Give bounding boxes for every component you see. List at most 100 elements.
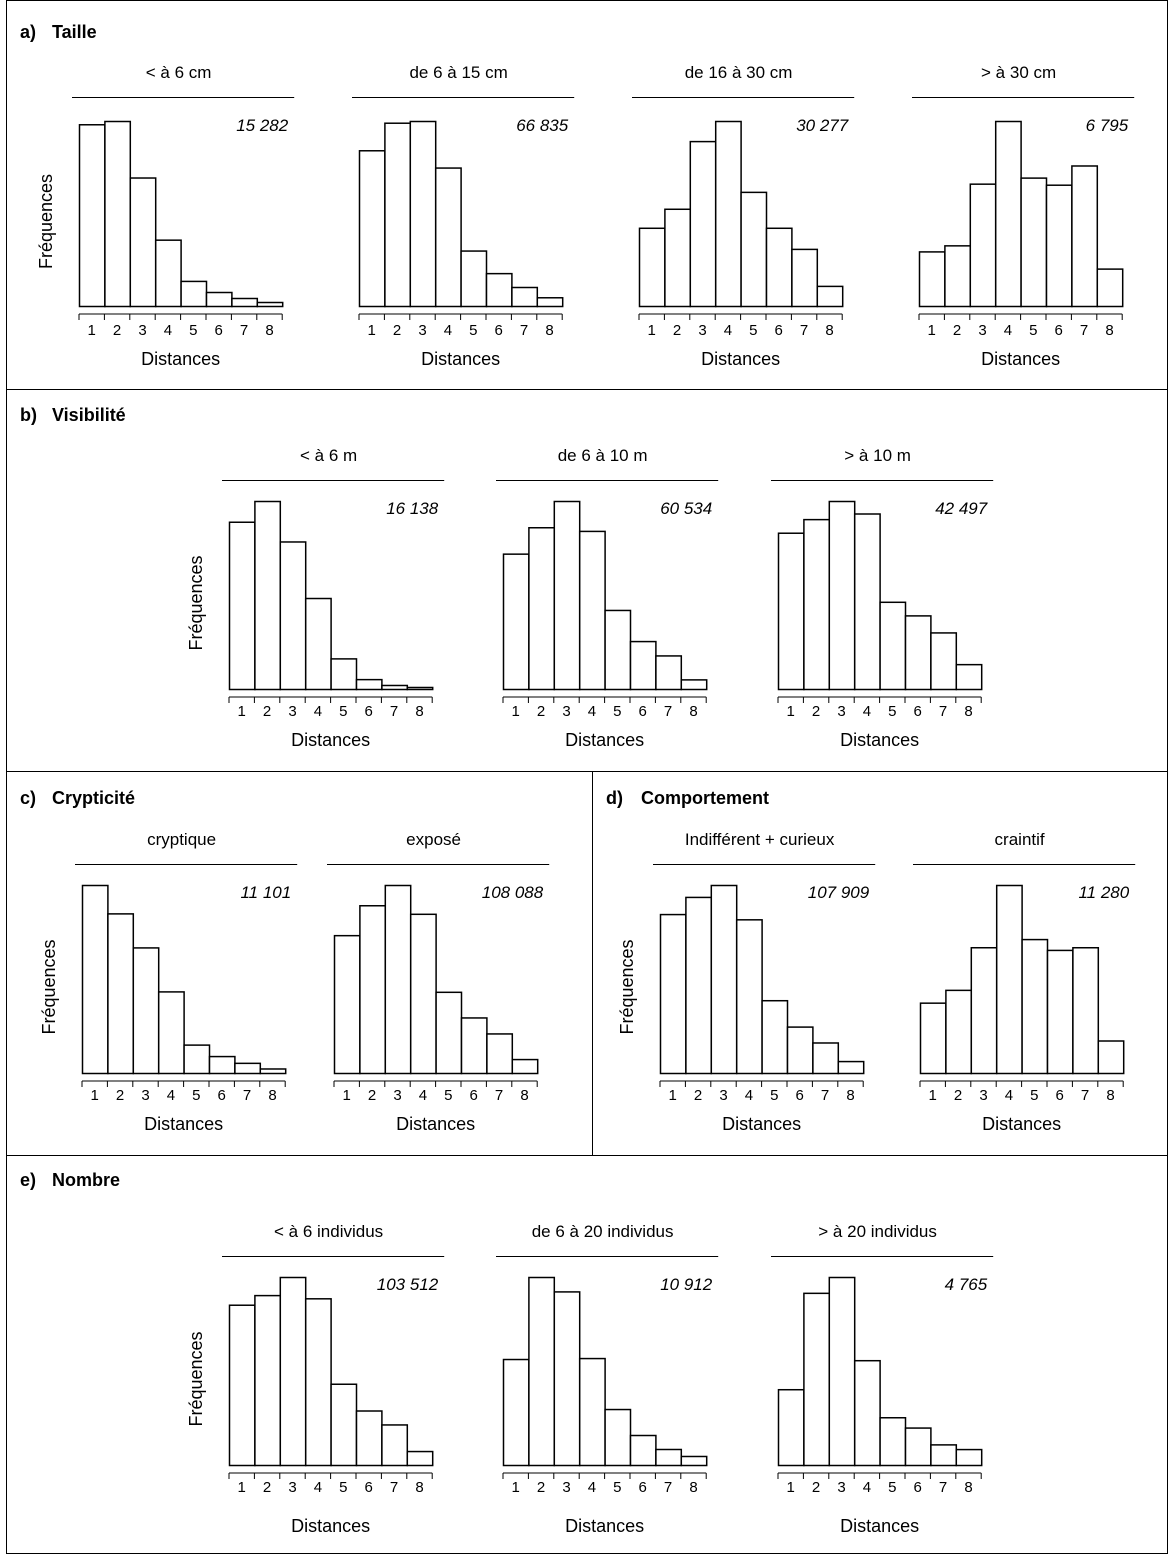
subtitle: Indifférent + curieux xyxy=(685,830,835,849)
tick-label: 5 xyxy=(770,1087,778,1104)
tick-label: 6 xyxy=(365,703,373,720)
bar xyxy=(1020,177,1048,308)
tick-label: 8 xyxy=(1105,322,1113,339)
subtitle: < à 6 m xyxy=(300,446,357,465)
tick-label: 4 xyxy=(863,1479,871,1496)
bar xyxy=(259,1068,287,1075)
bar xyxy=(1072,946,1100,1075)
x-axis-label: Distances xyxy=(840,730,919,750)
tick-label: 7 xyxy=(390,703,398,720)
bar xyxy=(107,913,135,1075)
bar xyxy=(183,1044,211,1075)
bar xyxy=(434,167,462,308)
bar xyxy=(536,297,564,308)
bar xyxy=(157,991,185,1075)
panel-e-title: Nombre xyxy=(52,1170,120,1190)
tick-label: 6 xyxy=(639,703,647,720)
tick-label: 2 xyxy=(116,1087,124,1104)
bar xyxy=(930,632,958,691)
bar xyxy=(777,1388,805,1467)
subtitle: > à 10 m xyxy=(844,446,911,465)
tick-label: 5 xyxy=(1030,1087,1038,1104)
panel-b-letter: b) xyxy=(20,405,37,425)
bar xyxy=(228,1304,256,1467)
bar xyxy=(710,884,738,1075)
tick-label: 8 xyxy=(545,322,553,339)
histogram-2: de 6 à 15 cm 66 835 1 2 3 4 5 6 7 8 Distances xyxy=(352,63,575,369)
panel-c-title: Crypticité xyxy=(52,788,135,808)
tick-label: 2 xyxy=(673,322,681,339)
tick-label: 2 xyxy=(537,1479,545,1496)
tick-label: 6 xyxy=(365,1479,373,1496)
tick-label: 5 xyxy=(444,1087,452,1104)
tick-label: 7 xyxy=(240,322,248,339)
bar xyxy=(154,239,182,308)
tick-label: 4 xyxy=(167,1087,175,1104)
tick-label: 3 xyxy=(288,1479,296,1496)
bar xyxy=(1046,949,1074,1075)
tick-label: 5 xyxy=(339,703,347,720)
subtitle: > à 30 cm xyxy=(981,63,1056,82)
bar xyxy=(689,140,717,308)
panel-a-letter: a) xyxy=(20,22,36,42)
bar xyxy=(330,658,358,691)
bar xyxy=(409,120,437,308)
subtitle: cryptique xyxy=(147,830,216,849)
x-axis-label: Distances xyxy=(722,1114,801,1134)
panel-b-heading: b) Visibilité xyxy=(20,405,126,425)
bar xyxy=(853,1359,881,1467)
subtitle: < à 6 individus xyxy=(274,1222,383,1241)
tick-label: 3 xyxy=(698,322,706,339)
bar xyxy=(629,640,657,691)
tick-label: 7 xyxy=(939,1479,947,1496)
bar xyxy=(930,1444,958,1467)
bar xyxy=(132,947,160,1075)
bar xyxy=(486,1033,514,1075)
bar xyxy=(78,124,106,308)
tick-label: 1 xyxy=(928,322,936,339)
bar xyxy=(655,655,683,691)
bar xyxy=(528,1276,556,1467)
bar xyxy=(828,1276,856,1467)
tick-label: 8 xyxy=(268,1087,276,1104)
histogram-12: < à 6 individus 103 512 1 2 3 4 5 6 7 8 Distances F… xyxy=(186,1222,445,1536)
y-axis-label: Fréquences xyxy=(39,939,59,1034)
tick-label: 7 xyxy=(243,1087,251,1104)
bar xyxy=(812,1042,840,1075)
tick-label: 3 xyxy=(719,1087,727,1104)
subtitle: de 6 à 15 cm xyxy=(409,63,507,82)
x-axis-label: Distances xyxy=(565,1516,644,1536)
bar xyxy=(129,177,157,308)
tick-label: 1 xyxy=(787,703,795,720)
bar xyxy=(208,1055,236,1075)
tick-label: 6 xyxy=(495,322,503,339)
total-count: 11 101 xyxy=(240,883,291,902)
tick-label: 6 xyxy=(914,1479,922,1496)
x-axis-label: Distances xyxy=(141,349,220,369)
tick-label: 6 xyxy=(639,1479,647,1496)
tick-label: 8 xyxy=(846,1087,854,1104)
total-count: 16 138 xyxy=(386,499,439,518)
tick-label: 2 xyxy=(368,1087,376,1104)
tick-label: 1 xyxy=(929,1087,937,1104)
bar xyxy=(502,1358,530,1467)
bar xyxy=(355,678,383,691)
tick-label: 4 xyxy=(863,703,871,720)
bar xyxy=(228,521,256,691)
bar xyxy=(765,227,793,308)
tick-label: 2 xyxy=(113,322,121,339)
bar xyxy=(359,905,387,1075)
tick-label: 4 xyxy=(444,322,452,339)
histogram-8: cryptique 11 101 1 2 3 4 5 6 7 8 Distances Fréquenc… xyxy=(39,830,298,1134)
panel-d-title: Comportement xyxy=(641,788,769,808)
tick-label: 1 xyxy=(238,1479,246,1496)
subtitle: < à 6 cm xyxy=(146,63,212,82)
bar xyxy=(714,120,742,308)
bar xyxy=(406,1450,434,1467)
subtitle: de 6 à 10 m xyxy=(558,446,648,465)
tick-label: 3 xyxy=(288,703,296,720)
tick-label: 8 xyxy=(964,703,972,720)
bar xyxy=(81,884,109,1075)
panel-b-title: Visibilité xyxy=(52,405,126,425)
histogram-10: Indifférent + curieux 107 909 1 2 3 4 5 6 7 8 Dist… xyxy=(617,830,876,1134)
